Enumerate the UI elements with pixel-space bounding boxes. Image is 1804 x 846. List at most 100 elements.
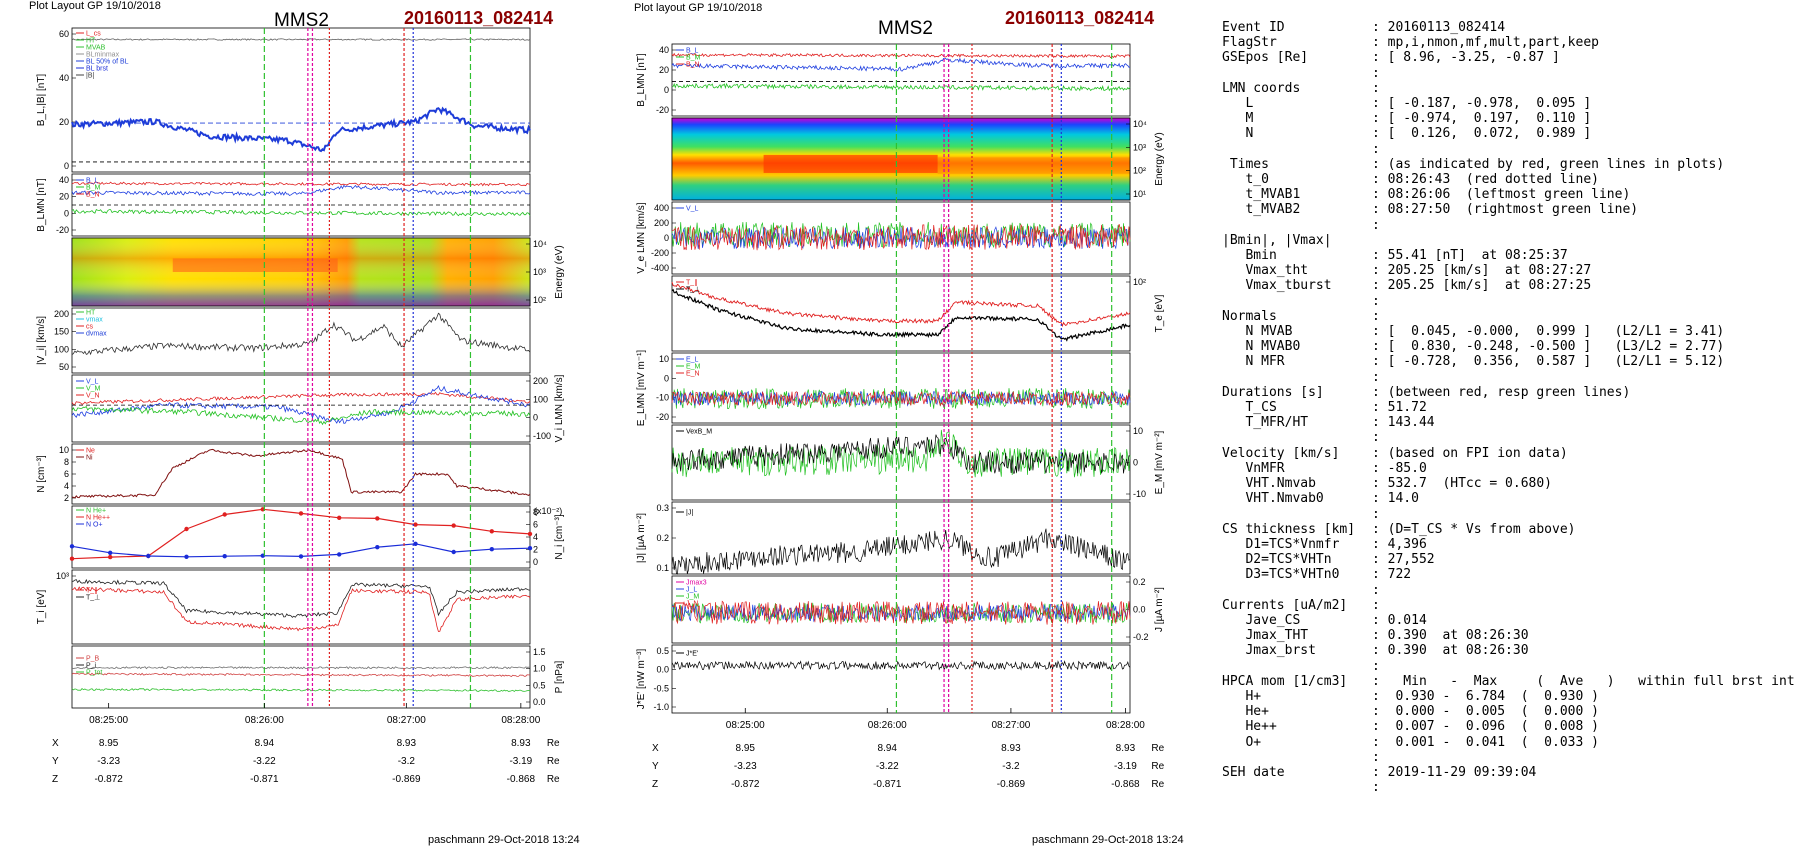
info-value: : 08:27:50 (rightmost green line) — [1372, 202, 1639, 218]
orbit-value: 8.93 — [1001, 743, 1021, 754]
bm-lmn-trace — [671, 57, 1131, 72]
panel-frame — [671, 117, 1131, 201]
y-tick-label: 10³ — [533, 267, 546, 277]
info-key — [1222, 218, 1372, 233]
orbit-value: 8.95 — [99, 738, 119, 749]
info-key: LMN coords — [1222, 80, 1301, 96]
orbit-value: -0.871 — [873, 779, 902, 790]
panel-frame — [71, 443, 531, 505]
info-row: VHT.Nmvab: 532.7 (HTcc = 0.680) — [1222, 476, 1795, 491]
tpar-e-trace — [671, 281, 1131, 328]
info-row: D1=TCS*Vnmfr: 4,396 — [1222, 537, 1795, 552]
y-tick-label: -10 — [656, 393, 669, 403]
info-value: : [ 0.045, -0.000, 0.999 ] (L2/L1 = 3.41… — [1372, 324, 1725, 340]
y-tick-label: 0.5 — [656, 646, 669, 656]
scale-note: (x10⁻²) — [534, 506, 562, 516]
legend-label: V_M — [86, 386, 101, 393]
legend-label: V_N — [86, 393, 100, 400]
y-axis-label: Energy (eV) — [554, 245, 565, 298]
ptot-trace — [71, 666, 530, 670]
info-row: Durations [s]: (between red, resp green … — [1222, 385, 1795, 400]
info-value: : mp,i,nmon,mf,mult,part,keep — [1372, 35, 1599, 51]
legend-label: J*E' — [686, 651, 698, 658]
y-tick-label: 0 — [64, 161, 69, 171]
info-row: Vmax_tht: 205.25 [km/s] at 08:27:27 — [1222, 263, 1795, 278]
legend-label: N He+ — [86, 508, 106, 515]
info-value: : -85.0 — [1372, 460, 1427, 476]
info-key: Jmax_brst — [1222, 643, 1316, 659]
y-tick-label: 10² — [533, 295, 546, 305]
y-tick-label: -20 — [656, 412, 669, 422]
bl-lmn-trace — [671, 52, 1131, 59]
vl-trace — [71, 391, 531, 405]
info-row: : — [1222, 659, 1795, 674]
vi-magnitude-trace — [71, 312, 531, 356]
bl-trace — [71, 106, 531, 153]
legend-label: T_⊥ — [686, 287, 700, 294]
info-value: : 08:26:43 (red dotted line) — [1372, 172, 1599, 188]
y-tick-label: 10⁴ — [1133, 119, 1147, 129]
info-value: : 0.390 at 08:26:30 — [1372, 643, 1529, 659]
info-row: N MFR: [ -0.728, 0.356, 0.587 ] (L2/L1 =… — [1222, 354, 1795, 369]
y-tick-label: 10⁴ — [533, 239, 547, 249]
orbit-value: -0.872 — [94, 774, 123, 785]
orbit-value: -0.872 — [731, 779, 760, 790]
info-row: D3=TCS*VHTn0: 722 — [1222, 567, 1795, 582]
info-key: Vmax_tburst — [1222, 278, 1332, 294]
legend-label: B_N — [86, 192, 100, 199]
orbit-row-label: X — [652, 743, 659, 754]
x-tick-label: 08:26:00 — [868, 720, 907, 731]
info-value: : 14.0 — [1372, 491, 1419, 507]
y-tick-label: 2 — [533, 545, 538, 555]
info-row: SEH date: 2019-11-29 09:39:04 — [1222, 765, 1795, 780]
en-trace — [671, 387, 1131, 410]
y-tick-label: 0 — [1133, 458, 1138, 468]
legend-label: dvmax — [86, 331, 107, 338]
info-row: Event ID: 20160113_082414 — [1222, 20, 1795, 35]
info-row: : — [1222, 218, 1795, 233]
panel-frame — [671, 352, 1131, 424]
info-row: : — [1222, 294, 1795, 309]
info-row: N: [ 0.126, 0.072, 0.989 ] — [1222, 126, 1795, 141]
info-key: D2=TCS*VHTn — [1222, 552, 1332, 568]
legend-label: B_L — [86, 178, 99, 185]
orbit-value: -3.19 — [1114, 761, 1137, 772]
orbit-value: -0.869 — [997, 779, 1026, 790]
y-tick-label: 10³ — [56, 571, 69, 581]
panel-frame — [71, 374, 531, 443]
info-value: : 0.007 - 0.096 ( 0.008 ) — [1372, 719, 1599, 735]
orbit-row-label: Y — [652, 761, 659, 772]
legend-label: B_N — [686, 62, 700, 69]
middle-spacecraft-title: MMS2 — [878, 18, 933, 39]
orbit-unit: Re — [1151, 743, 1164, 754]
y-tick-label: -20 — [56, 225, 69, 235]
y-tick-label: 10 — [59, 445, 69, 455]
info-key: t_MVAB2 — [1222, 202, 1301, 218]
info-key: Jmax_THT — [1222, 628, 1309, 644]
info-key: Bmin — [1222, 248, 1277, 264]
y-axis-label: N_i [cm⁻³] — [554, 514, 565, 560]
legend-label: T_∥ — [686, 279, 698, 287]
x-tick-label: 08:25:00 — [89, 715, 128, 726]
orbit-value: -0.869 — [392, 774, 421, 785]
y-tick-label: 0.2 — [1133, 577, 1146, 587]
info-value: : — [1372, 217, 1380, 233]
y-tick-label: 0 — [664, 85, 669, 95]
info-row: Jave_CS: 0.014 — [1222, 613, 1795, 628]
jl-trace — [671, 600, 1131, 625]
y-axis-label: J [µA m⁻²] — [1154, 587, 1165, 632]
legend-label: Ne — [86, 448, 95, 455]
y-tick-label: 10³ — [1133, 142, 1146, 152]
tperp-trace — [71, 578, 531, 618]
y-axis-label: B_L,|B| [nT] — [36, 74, 47, 127]
x-tick-label: 08:28:00 — [501, 715, 540, 726]
info-value: : 722 — [1372, 567, 1412, 583]
legend-label: J_N — [686, 601, 698, 608]
info-row: : — [1222, 142, 1795, 157]
vexb-trace — [671, 434, 1131, 474]
y-axis-label: Energy (eV) — [1154, 132, 1165, 185]
info-row: D2=TCS*VHTn: 27,552 — [1222, 552, 1795, 567]
y-tick-label: 10² — [1133, 166, 1146, 176]
spectrogram-hot-band — [172, 258, 338, 272]
legend-label: Ni — [86, 455, 93, 462]
